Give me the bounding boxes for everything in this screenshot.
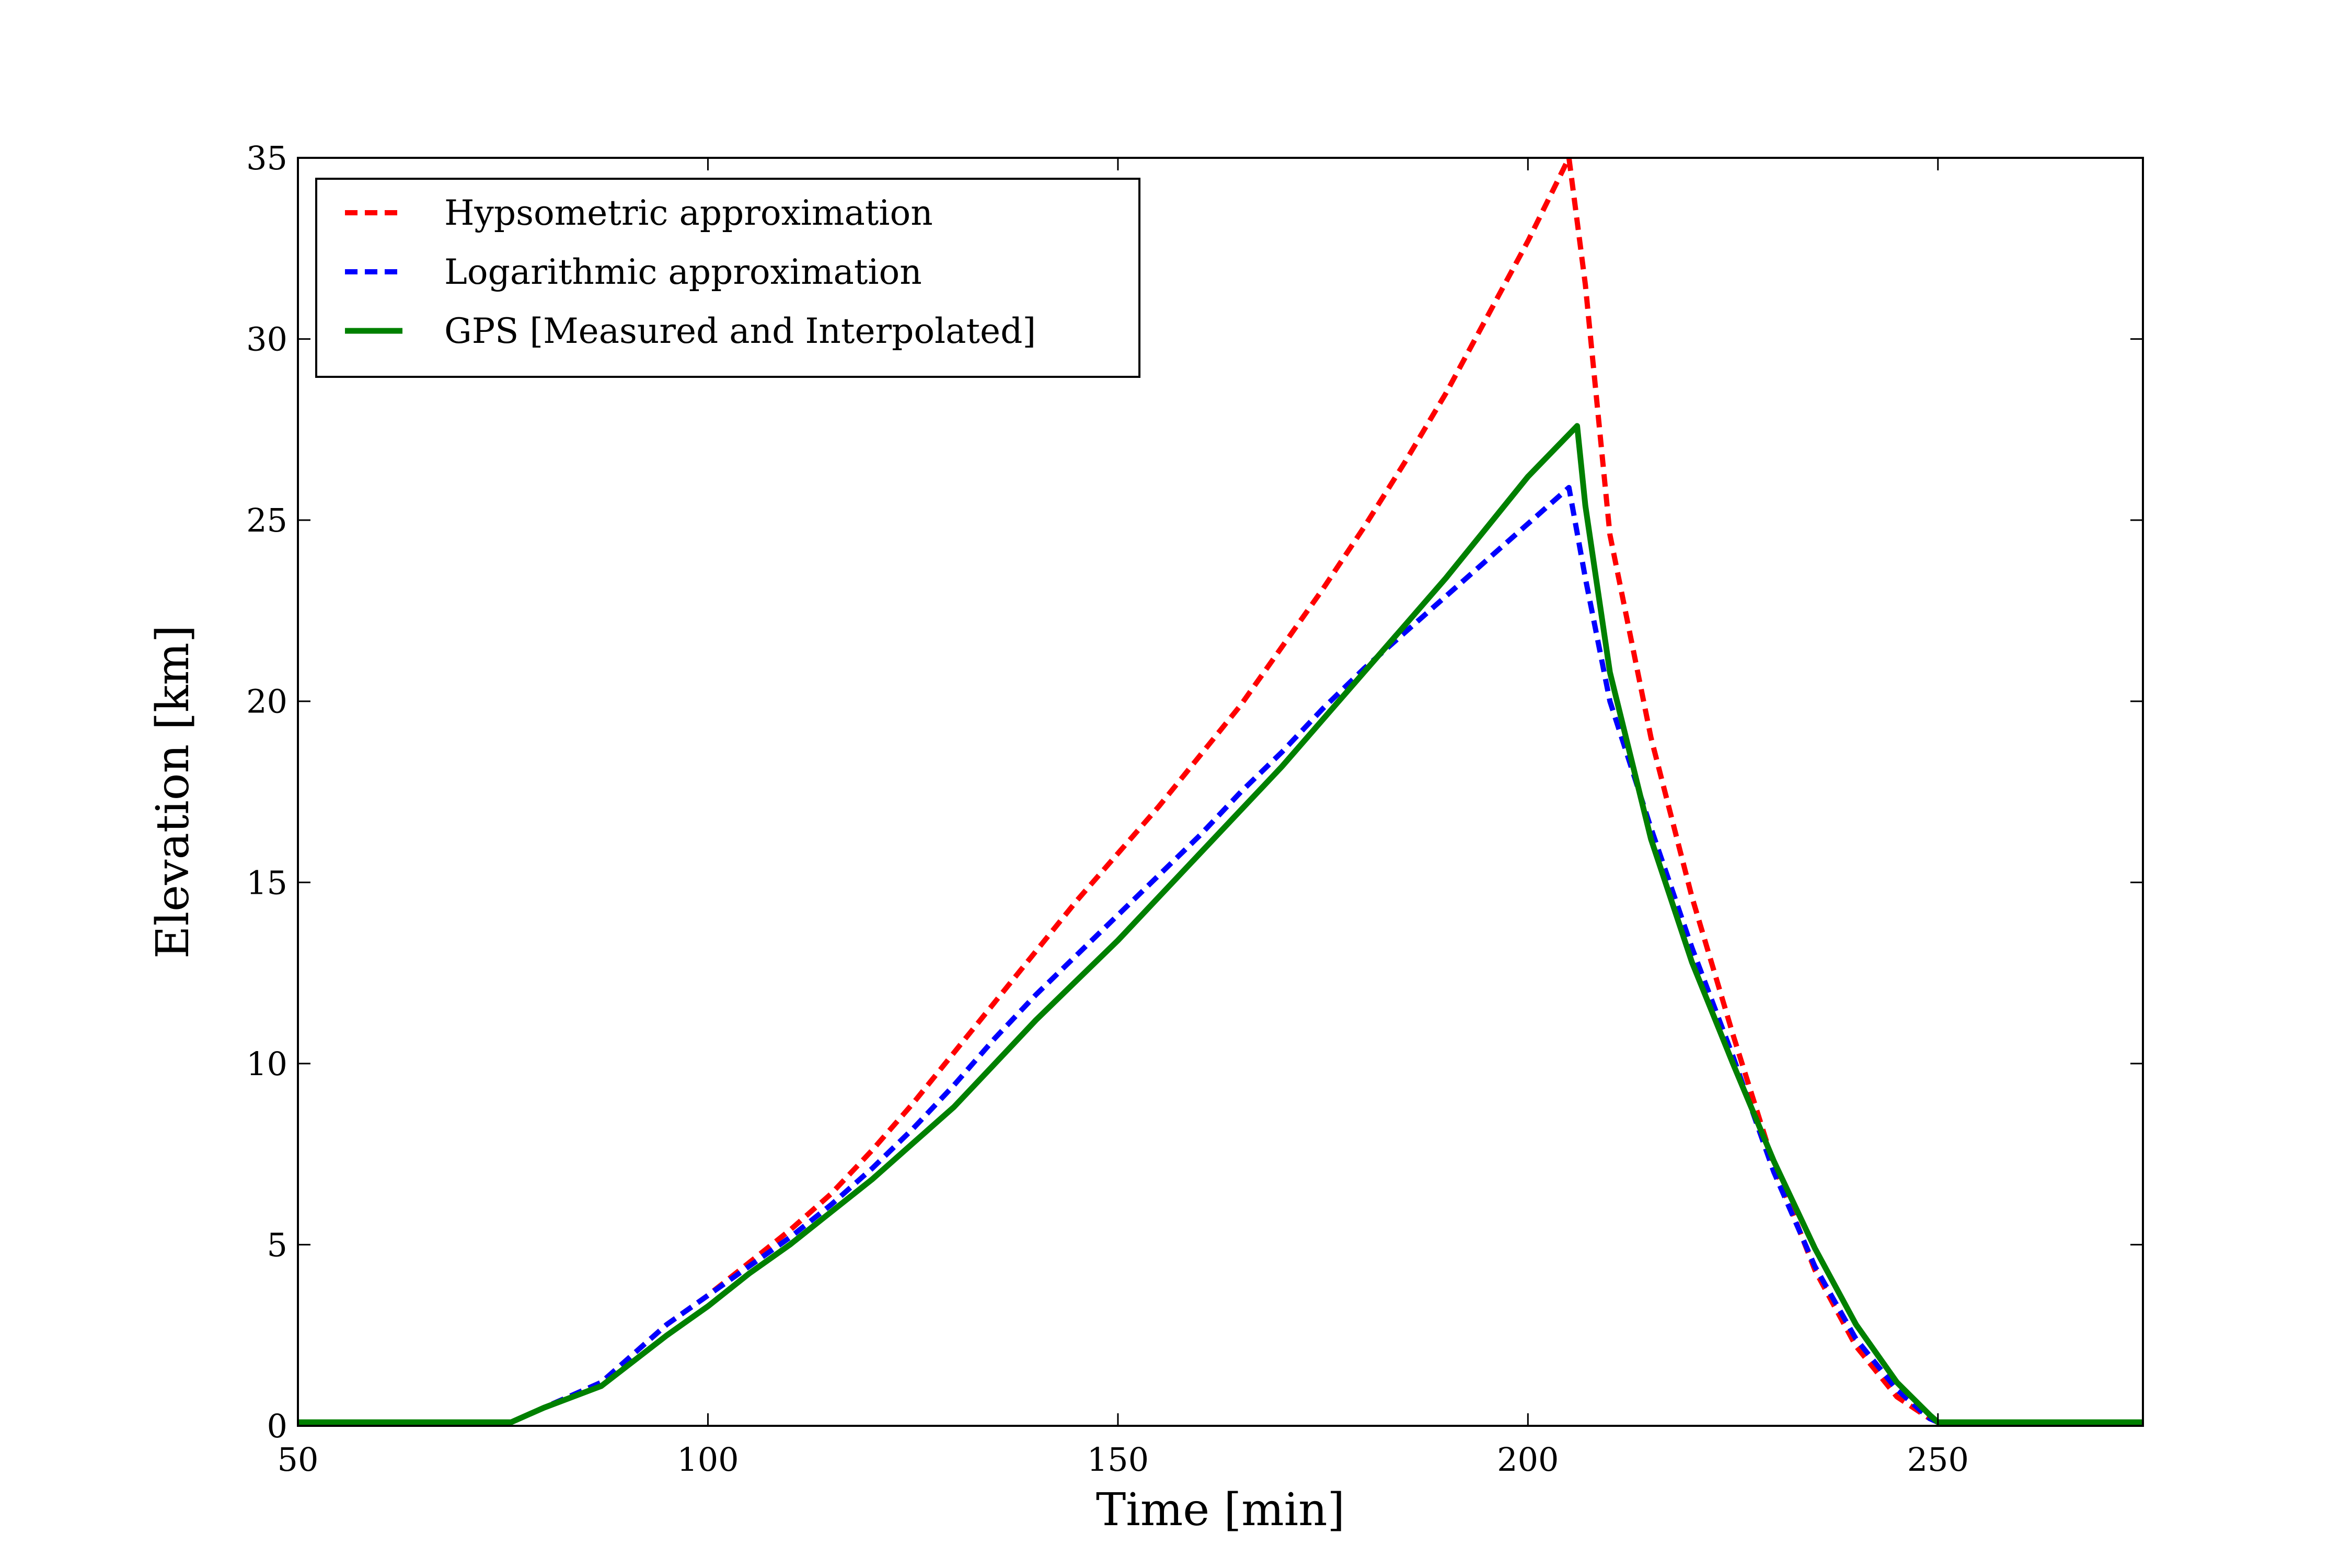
x-tick-label: 50 [278,1440,319,1479]
tick-layer: 50 100 150 200 250 0 5 10 15 20 25 30 35 [246,139,2143,1479]
x-tick-label: 200 [1497,1440,1559,1479]
x-tick-label: 250 [1907,1440,1969,1479]
y-tick-label: 0 [267,1407,287,1445]
y-axis-label: Elevation [km] [147,625,199,959]
plot-frame [297,157,2144,1427]
y-tick-label: 10 [246,1045,287,1083]
y-tick-label: 20 [246,683,287,721]
legend-label-3: GPS [Measured and Interpolated] [444,311,1036,351]
series-line-3 [298,423,2143,1425]
y-tick-label: 15 [246,863,287,902]
x-tick-label: 150 [1087,1440,1149,1479]
x-axis-label: Time [min] [1096,1484,1345,1536]
legend-box [315,178,1140,378]
y-tick-label: 5 [267,1226,287,1264]
legend-label-1: Hypsometric approximation [444,193,933,233]
y-tick-label: 25 [246,501,287,539]
series-layer [298,155,2143,1425]
y-tick-label: 35 [246,139,287,177]
x-tick-label: 100 [677,1440,739,1479]
legend-label-2: Logarithmic approximation [444,252,922,292]
series-line-2 [298,485,2143,1425]
y-tick-label: 30 [246,320,287,359]
legend: Hypsometric approximation Logarithmic app… [315,178,1140,378]
